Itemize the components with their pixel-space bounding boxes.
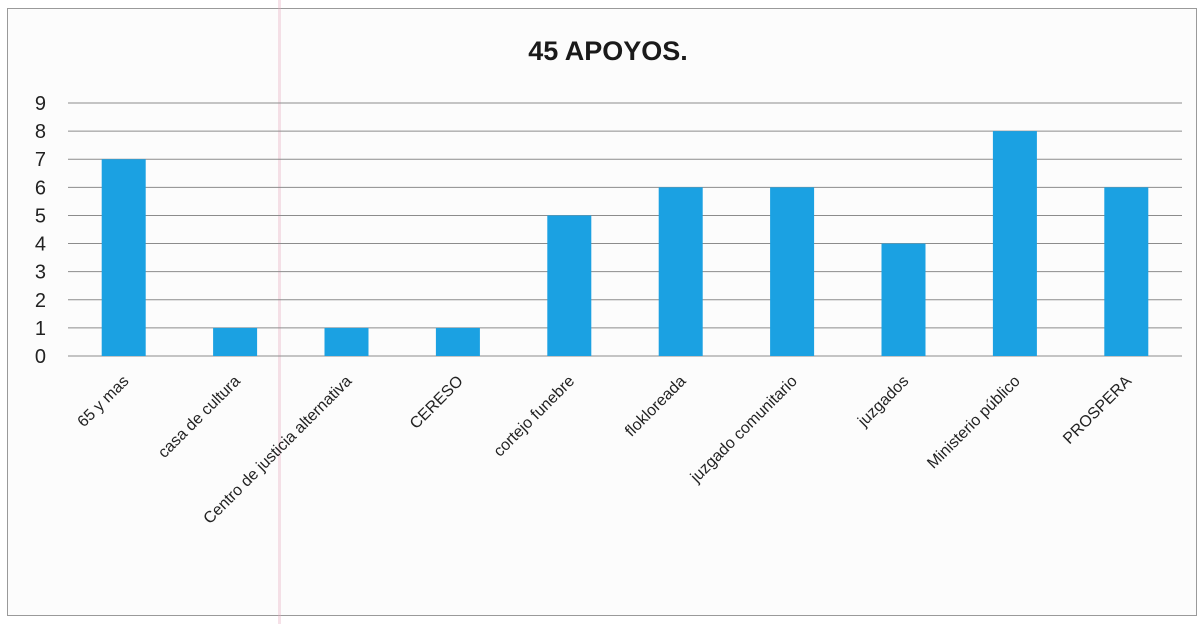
paper-crease: [278, 0, 281, 624]
x-tick-label: juzgados: [854, 373, 912, 431]
bar-0: [101, 159, 146, 356]
chart-title: 45 APOYOS.: [528, 36, 688, 66]
bar-4: [547, 215, 592, 356]
y-tick-label: 2: [35, 290, 46, 312]
x-tick-label: flokloreada: [622, 373, 689, 440]
x-tick-label: juzgado comunitario: [687, 373, 801, 487]
bar-8: [992, 131, 1037, 356]
y-tick-label: 4: [35, 234, 46, 256]
x-tick-label: CERESO: [407, 373, 467, 433]
bar-9: [1104, 187, 1149, 356]
y-tick-label: 5: [35, 205, 46, 227]
bar-2: [324, 327, 369, 356]
bars: [101, 131, 1149, 356]
bar-1: [213, 327, 258, 356]
bar-7: [881, 243, 926, 356]
y-tick-label: 9: [35, 93, 46, 115]
y-tick-label: 8: [35, 121, 46, 143]
y-tick-label: 0: [35, 346, 46, 368]
x-tick-label: Ministerio público: [924, 373, 1023, 472]
y-tick-label: 3: [35, 262, 46, 284]
y-axis-ticks: 0 1 2 3 4 5 6 7 8 9: [35, 93, 46, 368]
y-tick-label: 1: [35, 318, 46, 340]
bar-3: [435, 327, 480, 356]
x-tick-label: PROSPERA: [1060, 373, 1135, 448]
x-tick-label: 65 y mas: [75, 373, 133, 431]
bar-5: [658, 187, 703, 356]
y-tick-label: 7: [35, 149, 46, 171]
x-tick-label: casa de cultura: [155, 373, 244, 462]
x-tick-label: cortejo funebre: [491, 373, 579, 461]
y-tick-label: 6: [35, 177, 46, 199]
bar-6: [770, 187, 815, 356]
